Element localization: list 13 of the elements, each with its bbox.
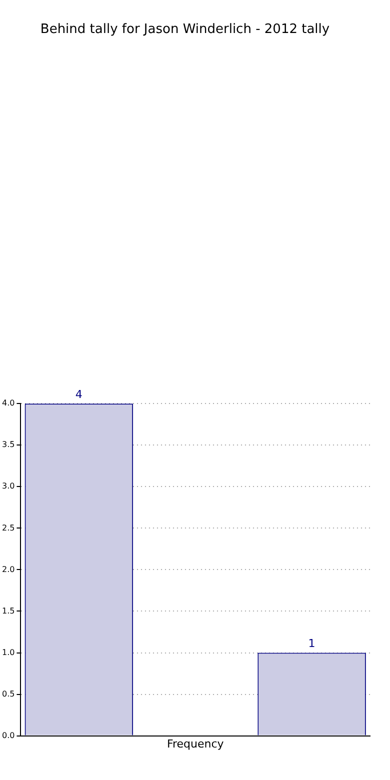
- chart-title: Behind tally for Jason Winderlich - 2012 tally: [40, 22, 330, 38]
- y-tick-label: 2.0: [2, 564, 15, 574]
- y-tick-label: 1.0: [2, 648, 15, 657]
- x-axis-title: Frequency: [166, 737, 224, 750]
- y-tick-label: 0.0: [2, 730, 15, 740]
- y-tick-label: 2.5: [2, 523, 15, 532]
- y-tick-label: 1.5: [2, 606, 15, 616]
- y-tick-label: 0.5: [2, 689, 15, 698]
- data-label: 4: [75, 388, 82, 401]
- y-tick-label: 3.5: [2, 440, 15, 450]
- data-label: 1: [308, 637, 316, 650]
- y-tick-label: 4.0: [2, 398, 15, 408]
- y-tick-label: 3.0: [2, 482, 15, 491]
